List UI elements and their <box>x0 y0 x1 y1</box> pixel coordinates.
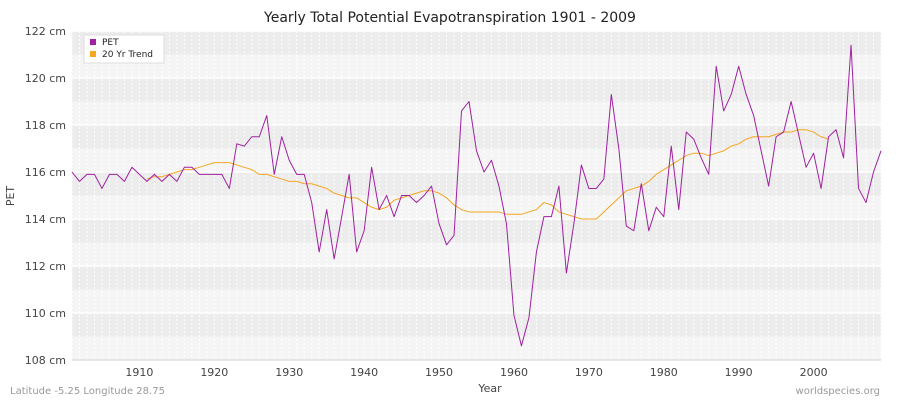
trend-series <box>146 129 829 220</box>
y-axis-label: PET <box>4 186 17 207</box>
y-tick-label: 122 cm <box>25 25 66 38</box>
x-tick-label: 1980 <box>650 366 678 379</box>
plot-band <box>72 266 881 290</box>
x-tick-label: 1930 <box>275 366 303 379</box>
plot-band <box>72 101 881 125</box>
footer-coordinates: Latitude -5.25 Longitude 28.75 <box>10 386 165 397</box>
x-tick-label: 1990 <box>725 366 753 379</box>
plot-band <box>72 289 881 313</box>
y-tick-label: 116 cm <box>25 166 66 179</box>
chart-title: Yearly Total Potential Evapotranspiratio… <box>263 10 636 26</box>
legend-box <box>83 34 165 64</box>
x-tick-label: 1910 <box>125 366 153 379</box>
y-tick-label: 112 cm <box>25 260 66 273</box>
plot-band <box>72 31 881 55</box>
y-tick-label: 118 cm <box>25 119 66 132</box>
legend-swatch-trend <box>90 51 96 57</box>
y-axis-ticks: 108 cm 110 cm 112 cm 114 cm 116 cm 118 cm 120 … <box>25 25 66 367</box>
y-tick-label: 120 cm <box>25 72 66 85</box>
plot-band <box>72 219 881 243</box>
legend-label-trend: 20 Yr Trend <box>102 50 153 60</box>
plot-band <box>72 78 881 102</box>
x-tick-label: 1960 <box>500 366 528 379</box>
legend-label-pet: PET <box>102 38 119 48</box>
legend: PET 20 Yr Trend <box>83 34 165 64</box>
trend-line <box>146 129 829 220</box>
y-tick-label: 114 cm <box>25 213 66 226</box>
pet-line <box>71 44 882 347</box>
plot-band <box>72 242 881 266</box>
x-axis-ticks: 1910 1920 1930 1940 1950 1960 1970 1980 1990 2000 <box>125 366 827 379</box>
grid-lines <box>71 30 882 361</box>
y-tick-label: 108 cm <box>25 354 66 367</box>
plot-band <box>72 54 881 78</box>
x-axis-label: Year <box>477 382 502 395</box>
x-tick-label: 1920 <box>200 366 228 379</box>
x-tick-label: 1940 <box>350 366 378 379</box>
x-tick-label: 1950 <box>425 366 453 379</box>
x-tick-label: 1970 <box>575 366 603 379</box>
footer-source: worldspecies.org <box>796 386 880 397</box>
y-tick-label: 110 cm <box>25 307 66 320</box>
pet-series <box>71 44 882 347</box>
x-tick-label: 2000 <box>800 366 828 379</box>
legend-swatch-pet <box>90 39 96 45</box>
